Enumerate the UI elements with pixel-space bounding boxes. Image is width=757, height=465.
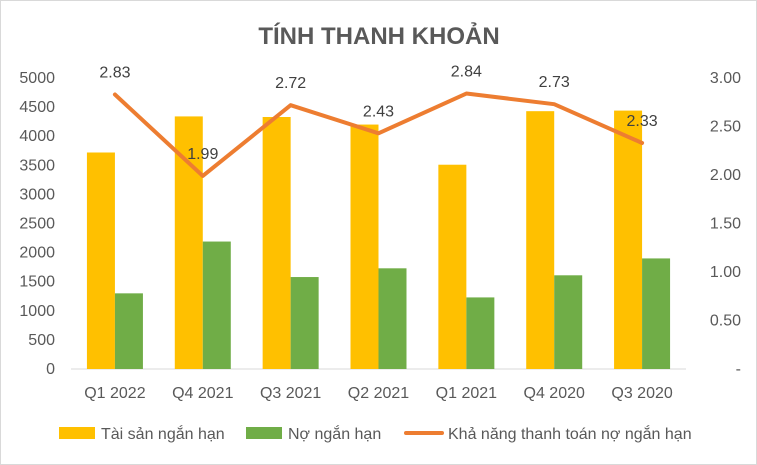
left-tick-label: 3500: [19, 157, 55, 174]
legend-swatch: [246, 427, 282, 439]
left-tick-label: 500: [28, 332, 55, 349]
right-tick-label: 3.00: [710, 70, 741, 87]
category-label: Q3 2021: [260, 385, 321, 402]
right-tick-label: 0.50: [710, 313, 741, 330]
left-tick-label: 0: [46, 361, 55, 378]
right-tick-label: 1.50: [710, 216, 741, 233]
legend-label: Nợ ngắn hạn: [288, 424, 381, 443]
ratio-line: [112, 91, 645, 178]
category-label: Q2 2021: [348, 385, 409, 402]
legend-label: Tài sản ngắn hạn: [101, 424, 225, 443]
left-tick-label: 2000: [19, 245, 55, 262]
legend-swatch: [59, 427, 95, 439]
bar-liabilities: [114, 293, 143, 369]
ratio-data-label: 2.43: [363, 103, 394, 120]
left-tick-label: 1000: [19, 303, 55, 320]
ratio-data-label: 2.83: [99, 64, 130, 81]
bar-liabilities: [554, 275, 583, 369]
left-axis: 0 500 1000 1500 2000 2500 3000 3500 4000 4500 5000: [19, 70, 55, 378]
bar-liabilities: [378, 268, 407, 369]
bar-assets: [614, 110, 643, 369]
ratio-data-label: 1.99: [187, 146, 218, 163]
bar-liabilities: [642, 258, 671, 369]
bar-assets: [438, 164, 467, 369]
bar-liabilities: [202, 241, 231, 369]
category-labels: Q1 2022 Q4 2021 Q3 2021 Q2 2021 Q1 2021 Q4 20…: [84, 385, 673, 402]
bars: [86, 110, 671, 369]
bar-assets: [262, 116, 291, 369]
left-tick-label: 3000: [19, 186, 55, 203]
category-label: Q1 2021: [436, 385, 497, 402]
bar-liabilities: [290, 277, 319, 369]
left-tick-label: 4500: [19, 99, 55, 116]
left-tick-label: 1500: [19, 274, 55, 291]
ratio-data-label: 2.73: [539, 74, 570, 91]
left-tick-label: 5000: [19, 70, 55, 87]
legend-label: Khả năng thanh toán nợ ngắn hạn: [448, 424, 692, 443]
ratio-data-label: 2.84: [451, 64, 482, 81]
right-axis: - 0.50 1.00 1.50 2.00 2.50 3.00: [710, 70, 741, 378]
bar-assets: [526, 111, 555, 369]
right-tick-label: -: [736, 361, 741, 378]
chart-title: TÍNH THANH KHOẢN: [258, 21, 499, 50]
category-label: Q3 2020: [611, 385, 672, 402]
right-tick-label: 2.50: [710, 119, 741, 136]
right-tick-label: 2.00: [710, 167, 741, 184]
category-label: Q1 2022: [84, 385, 145, 402]
left-tick-label: 4000: [19, 128, 55, 145]
right-tick-label: 1.00: [710, 264, 741, 281]
bar-assets: [174, 116, 203, 369]
category-label: Q4 2021: [172, 385, 233, 402]
ratio-data-label: 2.72: [275, 75, 306, 92]
bar-assets: [350, 124, 379, 369]
bar-assets: [86, 152, 115, 369]
category-label: Q4 2020: [524, 385, 585, 402]
left-tick-label: 2500: [19, 216, 55, 233]
ratio-data-label: 2.33: [627, 113, 658, 130]
legend: Tài sản ngắn hạn Nợ ngắn hạn Khả năng than…: [59, 424, 692, 443]
bar-liabilities: [466, 297, 495, 369]
data-labels: 2.83 1.99 2.72 2.43 2.84 2.73 2.33: [99, 64, 657, 163]
ratio-line-path: [112, 91, 645, 178]
